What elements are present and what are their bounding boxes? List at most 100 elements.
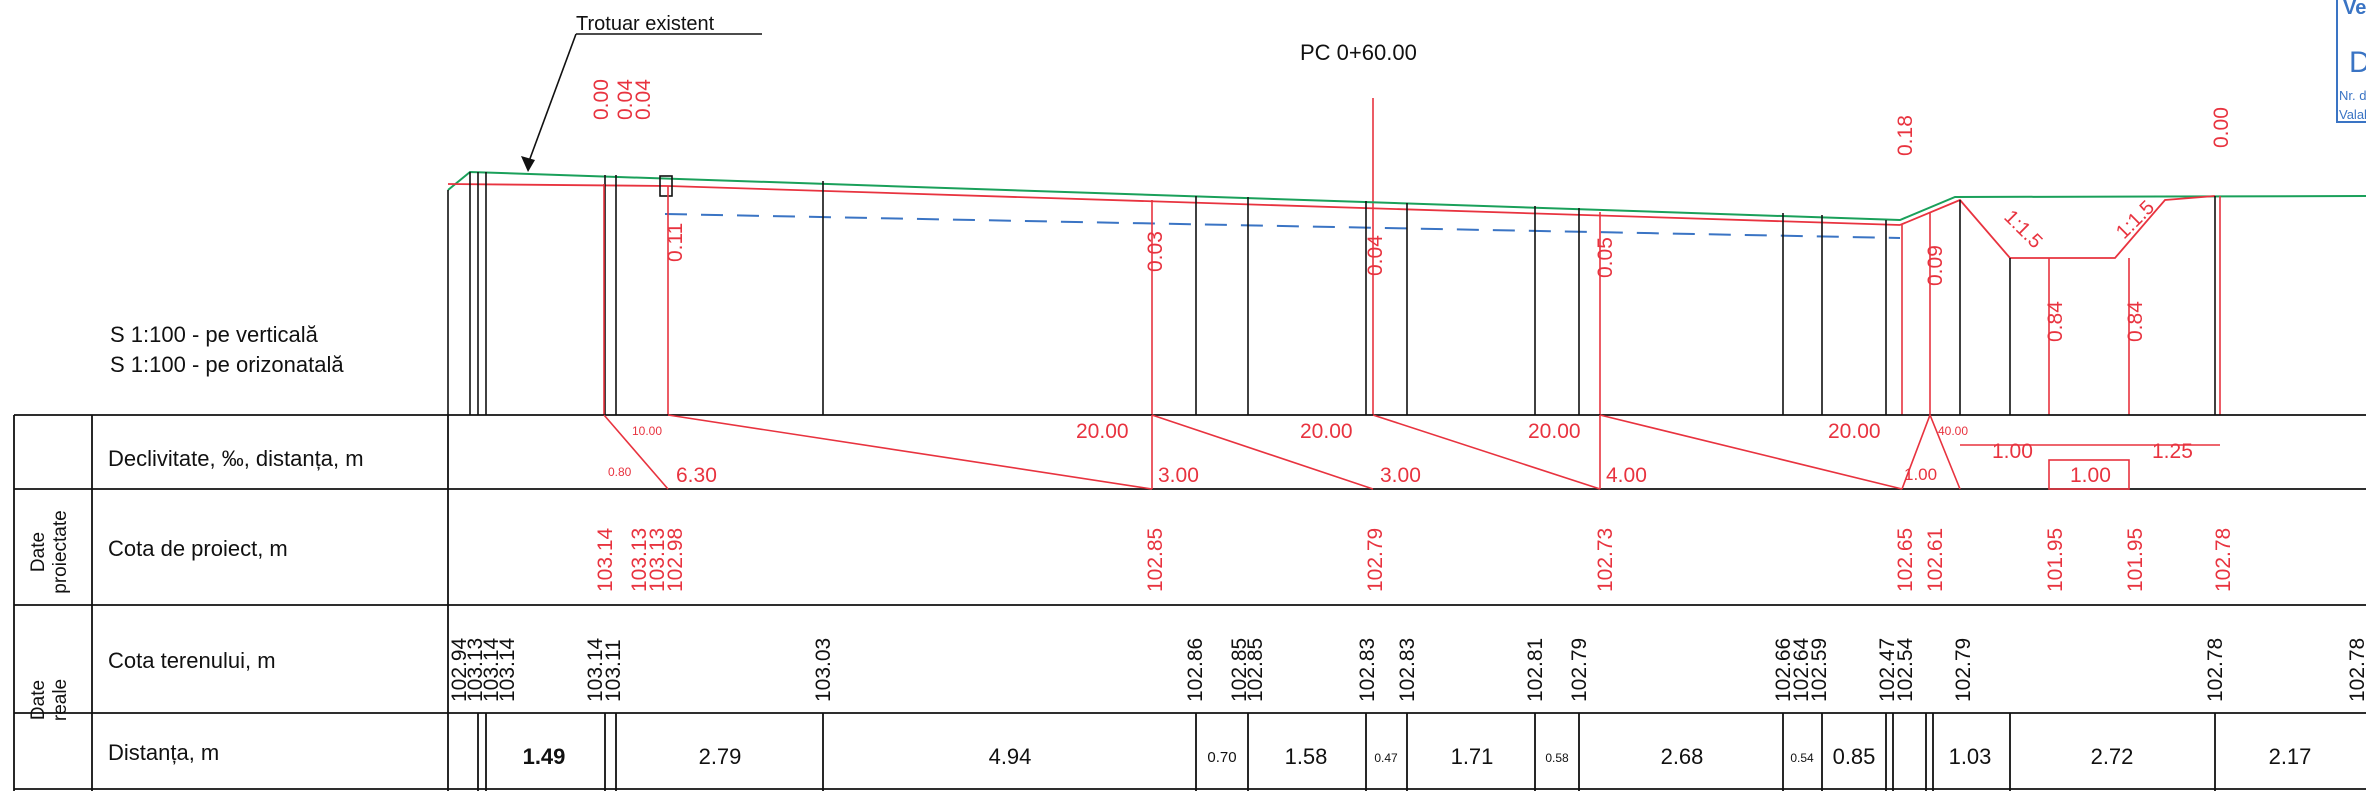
design-verticals (603, 184, 2221, 415)
distance-value: 1.58 (1285, 744, 1328, 769)
design-line (447, 183, 1901, 226)
stamp-text-1: Ve (2343, 0, 2366, 19)
distance-value-small: 0.47 (1374, 751, 1398, 765)
distance-value: 4.94 (989, 744, 1032, 769)
design-elevation: 102.65 (1894, 528, 1917, 592)
ground-elevation: 102.85 (1228, 638, 1251, 702)
design-elevation: 102.85 (1144, 528, 1167, 592)
scale-vertical: S 1:100 - pe verticală (110, 322, 319, 347)
stamp-text-2: D (2349, 46, 2366, 79)
design-elevation: 101.95 (2124, 528, 2147, 592)
distance-value: 1.49 (523, 744, 566, 769)
side-slope-labels: 1:1.5 1:1.5 (1999, 197, 2159, 253)
side-slope-label: 1:1.5 (1999, 206, 2046, 253)
top-value: 0.00 (2210, 107, 2233, 148)
design-elevation: 102.61 (1924, 528, 1947, 592)
profile-value: 0.11 (664, 223, 687, 262)
slope-distance: 3.00 (1158, 464, 1199, 487)
slope-value: 20.00 (1528, 420, 1581, 443)
slope-value: 20.00 (1828, 420, 1881, 443)
group-label-designed: Dateproiectate (28, 510, 71, 593)
ground-elevation: 102.94 (448, 637, 471, 702)
slope-small: 40.00 (1938, 424, 1968, 438)
distance-value: 2.68 (1661, 744, 1704, 769)
ditch-value: 1.00 (1992, 440, 2033, 463)
ground-elevation: 102.78 (2346, 638, 2366, 702)
distance-row-dividers (477, 713, 2216, 791)
ground-elevation: 102.78 (2204, 638, 2227, 702)
ground-elevation: 103.14 (480, 637, 503, 702)
slope-distance: 6.30 (676, 464, 717, 487)
side-slope-label: 1:1.5 (2112, 197, 2159, 244)
ground-elevation: 102.79 (1952, 638, 1975, 702)
top-value: 0.18 (1894, 115, 1917, 156)
slope-value: 20.00 (1076, 420, 1129, 443)
profile-value: 0.84 (2124, 301, 2147, 342)
ground-elevation: 103.13 (464, 638, 487, 702)
distance-value: 1.03 (1949, 744, 1992, 769)
leader-arrow-icon (521, 156, 535, 172)
row-label-ground-elevation: Cota terenului, m (108, 648, 276, 673)
design-elevation: 102.98 (664, 528, 687, 592)
profile-value: 0.05 (1594, 237, 1617, 278)
distance-value-small: 0.54 (1790, 751, 1814, 765)
slope-small: 10.00 (632, 424, 662, 438)
distance-value: 2.79 (699, 744, 742, 769)
top-value: 0.00 (590, 79, 613, 120)
ground-elevation: 102.59 (1808, 638, 1831, 702)
ground-elevation: 103.03 (812, 638, 835, 702)
stamp-text-3: Nr. de (2339, 88, 2366, 103)
ground-elevation: 102.64 (1790, 637, 1813, 702)
design-elevation: 101.95 (2044, 528, 2067, 592)
scale-horizontal: S 1:100 - pe orizonatală (110, 352, 344, 377)
row-label-design-elevation: Cota de proiect, m (108, 536, 288, 561)
distance-value: 2.17 (2269, 744, 2312, 769)
ground-elevation: 102.86 (1184, 638, 1207, 702)
profile-red-values: 0.11 0.03 0.04 0.05 0.09 0.84 0.84 (664, 223, 2147, 342)
ditch-value: 1.00 (2070, 464, 2111, 487)
ditch-value: 1.25 (2152, 440, 2193, 463)
slope-small: 0.80 (608, 465, 632, 479)
distance-value-small: 0.58 (1545, 751, 1569, 765)
design-elevation: 103.14 (594, 527, 617, 592)
top-red-values: 0.00 0.04 0.04 0.18 0.00 (590, 79, 2233, 156)
design-elevation: 103.13 (646, 528, 669, 592)
design-elevation-values: 103.14 103.13 103.13 102.98 102.85 102.7… (594, 527, 2235, 592)
profile-value: 0.03 (1144, 231, 1167, 272)
profile-value: 0.09 (1924, 245, 1947, 286)
distance-values: 1.49 2.79 4.94 1.58 1.71 2.68 0.85 1.03 … (523, 744, 2312, 769)
ground-elevation: 102.83 (1396, 638, 1419, 702)
profile-value: 0.04 (1364, 235, 1387, 276)
ground-elevation: 102.83 (1356, 638, 1379, 702)
row-label-distance: Distanța, m (108, 740, 219, 765)
distance-value: 2.72 (2091, 744, 2134, 769)
station-label: PC 0+60.00 (1300, 40, 1417, 65)
design-elevation: 102.73 (1594, 528, 1617, 592)
ground-elevation: 102.81 (1524, 638, 1547, 702)
row-label-slope: Declivitate, ‰, distanța, m (108, 446, 364, 471)
data-table-grid (13, 414, 2366, 791)
section-verticals (447, 172, 2216, 415)
group-label-actual: Datereale (28, 679, 71, 721)
existing-sidewalk-label: Trotuar existent (576, 13, 715, 35)
ground-elevation: 102.66 (1772, 638, 1795, 702)
approval-stamp: Ve D Nr. de Valab (2336, 0, 2366, 123)
ground-elevation: 103.14 (584, 637, 607, 702)
ditch-line (1899, 195, 2216, 259)
ground-elevation-values: 102.94 103.13 103.14 103.14 103.14 103.1… (448, 637, 2366, 702)
ground-elevation: 102.79 (1568, 638, 1591, 702)
terrain-line (447, 170, 2366, 222)
slope-distance: 4.00 (1606, 464, 1647, 487)
ground-elevation: 103.11 (602, 639, 625, 702)
stamp-text-4: Valab (2339, 107, 2366, 122)
design-elevation: 102.78 (2212, 528, 2235, 592)
ground-elevation: 103.14 (496, 637, 519, 702)
ground-elevation: 102.54 (1894, 637, 1917, 702)
slope-value: 20.00 (1300, 420, 1353, 443)
distance-value-small: 0.70 (1207, 749, 1236, 766)
ground-elevation: 102.47 (1876, 638, 1899, 702)
design-elevation: 103.13 (628, 528, 651, 592)
design-elevation: 102.79 (1364, 528, 1387, 592)
profile-value: 0.84 (2044, 301, 2067, 342)
